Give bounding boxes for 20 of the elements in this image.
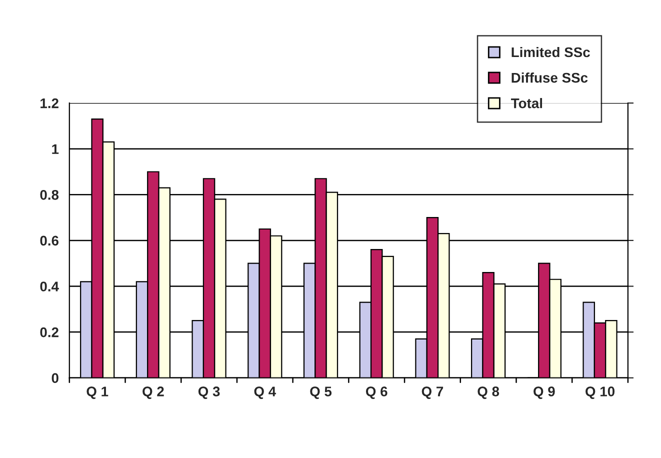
x-tick-label: Q 8 [478, 386, 500, 399]
x-tick-label: Q 5 [310, 386, 332, 399]
y-tick-label: 1 [52, 144, 59, 154]
x-tick-label: Q 6 [366, 386, 388, 399]
x-tick-label: Q 9 [534, 386, 555, 399]
legend-label: Limited SSc [512, 46, 590, 58]
legend-label: Total [511, 98, 542, 108]
x-tick-label: Q 4 [254, 386, 276, 399]
y-tick-label: 1.2 [40, 98, 58, 108]
x-tick-label: Q 1 [86, 386, 108, 399]
x-tick-label: Q 7 [422, 386, 444, 399]
y-tick-label: 0.4 [40, 282, 59, 292]
x-tick-label: Q 10 [586, 386, 615, 399]
y-tick-label: 0.8 [40, 190, 59, 200]
x-tick-label: Q 3 [198, 386, 220, 399]
y-tick-label: 0 [52, 373, 58, 384]
y-tick-label: 0.6 [40, 236, 58, 246]
x-tick-label: Q 2 [142, 386, 164, 399]
legend-label: Diffuse SSc [512, 72, 588, 83]
y-tick-label: 0.2 [40, 327, 58, 338]
